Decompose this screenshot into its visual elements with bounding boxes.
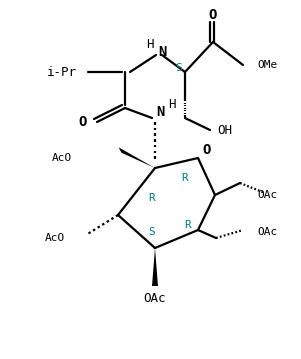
Text: O: O xyxy=(79,115,87,129)
Text: R: R xyxy=(182,173,188,183)
Text: i-Pr: i-Pr xyxy=(47,65,77,79)
Text: OH: OH xyxy=(218,123,232,136)
Text: H: H xyxy=(168,98,176,112)
Text: N: N xyxy=(158,45,166,59)
Polygon shape xyxy=(152,248,158,286)
Text: R: R xyxy=(185,220,191,230)
Text: AcO: AcO xyxy=(45,233,65,243)
Text: OAc: OAc xyxy=(258,227,278,237)
Text: OAc: OAc xyxy=(144,292,166,304)
Text: H: H xyxy=(146,38,154,51)
Text: N: N xyxy=(156,105,164,119)
Polygon shape xyxy=(119,147,155,168)
Text: OAc: OAc xyxy=(258,190,278,200)
Text: S: S xyxy=(175,63,182,73)
Text: R: R xyxy=(149,193,155,203)
Text: OMe: OMe xyxy=(257,60,277,70)
Text: AcO: AcO xyxy=(52,153,72,163)
Text: S: S xyxy=(149,227,155,237)
Text: O: O xyxy=(203,143,211,157)
Text: O: O xyxy=(209,8,217,22)
